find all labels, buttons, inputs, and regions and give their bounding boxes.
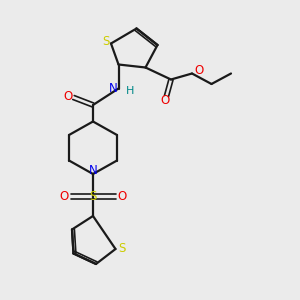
Text: N: N bbox=[109, 82, 118, 95]
Text: S: S bbox=[89, 190, 97, 203]
Text: O: O bbox=[118, 190, 127, 203]
Text: O: O bbox=[59, 190, 68, 203]
Text: O: O bbox=[160, 94, 169, 107]
Text: O: O bbox=[64, 89, 73, 103]
Text: H: H bbox=[126, 86, 135, 97]
Text: N: N bbox=[88, 164, 98, 178]
Text: S: S bbox=[118, 242, 125, 256]
Text: S: S bbox=[102, 35, 109, 49]
Text: O: O bbox=[194, 64, 203, 77]
